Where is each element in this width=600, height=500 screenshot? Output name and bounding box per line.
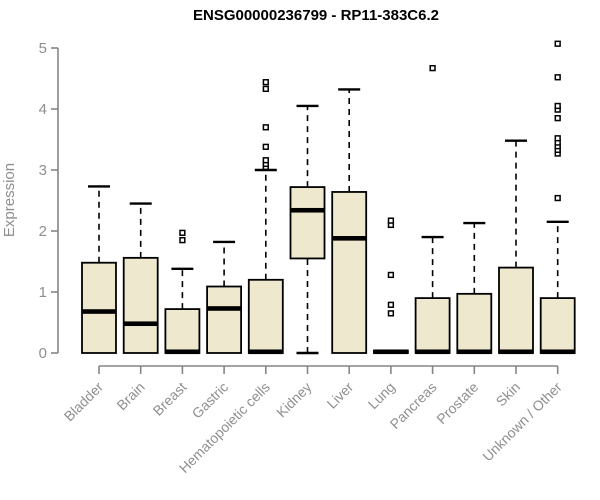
outlier-point [179, 229, 186, 236]
median-line [332, 236, 367, 241]
box-group-gastric [206, 240, 243, 354]
iqr-box [122, 256, 159, 354]
iqr-box [81, 261, 117, 354]
outlier-point [262, 79, 269, 86]
box-group-skin [498, 139, 534, 355]
outlier-point [262, 124, 269, 131]
x-tick-label: Liver [324, 379, 357, 412]
median-line [373, 349, 408, 355]
outlier-point [554, 194, 561, 202]
y-axis-title: Expression [1, 163, 18, 237]
outlier-point [262, 85, 269, 93]
outlier-point [387, 217, 395, 224]
box-group-lung [372, 217, 409, 355]
median-line [290, 207, 325, 213]
iqr-box [247, 278, 284, 354]
y-tick-label: 5 [39, 40, 47, 57]
x-tick-label: Brain [113, 379, 147, 413]
iqr-box [289, 186, 326, 260]
x-tick-label: Kidney [273, 379, 315, 421]
iqr-box [331, 191, 368, 354]
x-tick-label: Breast [150, 379, 190, 419]
box-group-prostate [456, 221, 493, 355]
iqr-box [539, 297, 576, 354]
median-line [165, 349, 200, 355]
box-group-liver [331, 88, 368, 354]
outlier-point [387, 271, 395, 279]
y-tick-label: 1 [39, 284, 47, 301]
box-group-breast [164, 229, 201, 355]
outlier-point [554, 102, 561, 110]
boxplot-series [81, 40, 576, 355]
box-group-kidney [289, 104, 326, 355]
outlier-point [387, 310, 395, 317]
median-line [499, 349, 533, 355]
median-line [457, 349, 492, 355]
outlier-point [262, 143, 269, 150]
x-tick-label: Unknown / Other [479, 379, 565, 465]
box-group-pancreas [414, 64, 451, 355]
outlier-point [554, 115, 561, 122]
outlier-point [554, 135, 561, 142]
box-group-bladder [81, 185, 117, 354]
box-group-brain [122, 202, 159, 354]
y-tick-label: 4 [39, 101, 47, 118]
median-line [207, 306, 242, 311]
outlier-point [429, 64, 436, 72]
y-axis: 0 1 2 3 4 5 [39, 40, 59, 362]
iqr-box [164, 308, 201, 354]
x-tick-label: Lung [365, 379, 398, 412]
y-tick-label: 0 [39, 345, 47, 362]
iqr-box [414, 297, 451, 354]
median-line [540, 349, 575, 355]
median-line [415, 349, 450, 355]
iqr-box [456, 292, 493, 354]
x-tick-label: Bladder [61, 379, 107, 425]
x-tick-label: Prostate [433, 379, 481, 427]
chart-title: ENSG00000236799 - RP11-383C6.2 [193, 7, 439, 24]
outlier-point [179, 237, 186, 244]
median-line [248, 349, 283, 355]
x-tick-label: Skin [493, 379, 524, 410]
box-group-hematopoietic-cells [247, 79, 284, 355]
iqr-box [206, 285, 243, 354]
y-tick-label: 3 [39, 162, 47, 179]
iqr-box [498, 266, 534, 354]
median-line [82, 309, 116, 314]
outlier-point [387, 301, 395, 308]
outlier-point [554, 40, 561, 47]
outlier-point [554, 74, 561, 81]
box-group-unknown-other [539, 40, 576, 355]
outlier-point [262, 157, 269, 164]
median-line [123, 321, 158, 327]
y-tick-label: 2 [39, 223, 47, 240]
